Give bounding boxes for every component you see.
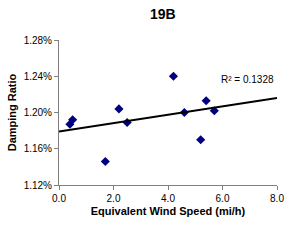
- svg-text:Equivalent Wind Speed (mi/h): Equivalent Wind Speed (mi/h): [91, 205, 246, 217]
- svg-text:2.0: 2.0: [107, 193, 121, 204]
- svg-text:R² = 0.1328: R² = 0.1328: [221, 74, 274, 85]
- svg-text:Damping Ratio: Damping Ratio: [6, 73, 18, 151]
- svg-text:1.16%: 1.16%: [24, 143, 52, 154]
- svg-text:6.0: 6.0: [216, 193, 230, 204]
- svg-text:1.24%: 1.24%: [24, 71, 52, 82]
- svg-text:1.28%: 1.28%: [24, 35, 52, 46]
- svg-text:8.0: 8.0: [270, 193, 284, 204]
- svg-text:1.20%: 1.20%: [24, 107, 52, 118]
- svg-text:19B: 19B: [150, 6, 176, 22]
- svg-text:4.0: 4.0: [161, 193, 175, 204]
- svg-text:0.0: 0.0: [52, 193, 66, 204]
- svg-text:1.12%: 1.12%: [24, 180, 52, 191]
